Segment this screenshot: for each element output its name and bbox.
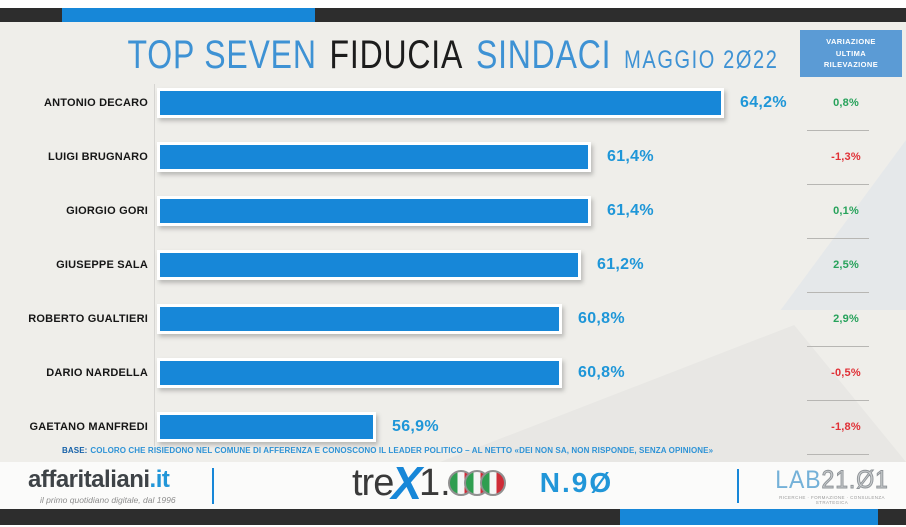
category-label: DARIO NARDELLA: [46, 367, 148, 379]
variation-divider: [807, 400, 869, 401]
variation-value: -1,8%: [831, 421, 861, 433]
variation-divider: [807, 454, 869, 455]
bar: [157, 88, 724, 118]
lab2101-prefix: LAB: [775, 466, 822, 494]
italy-flag-circle-icon: [479, 470, 506, 496]
trex-x-letter: X: [391, 457, 423, 509]
title-top-seven: TOP SEVEN: [127, 33, 317, 77]
lab2101-wordmark: LAB21.Ø1: [771, 466, 892, 494]
category-label: GIORGIO GORI: [66, 205, 148, 217]
variation-column-header: VARIAZIONE ULTIMA RILEVAZIONE: [800, 30, 902, 77]
title-date: MAGGIO 2Ø22: [624, 46, 779, 74]
footer-divider: [212, 468, 214, 504]
bottom-brand-bar-accent: [620, 509, 878, 525]
affaritaliani-tagline: il primo quotidiano digitale, dal 1996: [40, 495, 176, 505]
value-label: 61,2%: [597, 256, 644, 273]
top-brand-bar-accent: [62, 8, 315, 22]
trex1000-logo: tre X 1. N.9Ø: [352, 457, 614, 509]
variation-value: -0,5%: [831, 367, 861, 379]
affaritaliani-name: affaritaliani: [28, 466, 150, 493]
variation-divider: [807, 346, 869, 347]
chart-axis-line: [154, 84, 155, 446]
category-label: GIUSEPPE SALA: [56, 259, 148, 271]
affaritaliani-logo: affaritaliani.it il primo quotidiano dig…: [28, 468, 176, 506]
lab2101-logo: LAB21.Ø1 RICERCHE · FORMAZIONE · CONSULE…: [766, 466, 898, 505]
bar: [157, 304, 562, 334]
category-label: GAETANO MANFREDI: [29, 421, 148, 433]
footnote-prefix: BASE:: [62, 446, 88, 455]
category-label: LUIGI BRUGNARO: [48, 151, 148, 163]
trex-tre-text: tre: [352, 462, 394, 504]
lab2101-tagline: RICERCHE · FORMAZIONE · CONSULENZA STRAT…: [779, 495, 885, 505]
variation-divider: [807, 130, 869, 131]
value-label: 60,8%: [578, 310, 625, 327]
footnote-text: COLORO CHE RISIEDONO NEL COMUNE DI AFFER…: [90, 446, 714, 455]
value-label: 60,8%: [578, 364, 625, 381]
footnote: BASE: COLORO CHE RISIEDONO NEL COMUNE DI …: [62, 446, 713, 455]
issue-number: N.9Ø: [539, 467, 614, 498]
bar: [157, 250, 581, 280]
variation-value: -1,3%: [831, 151, 861, 163]
variation-value: 2,5%: [833, 259, 859, 271]
bar: [157, 196, 591, 226]
bar: [157, 358, 562, 388]
value-label: 61,4%: [607, 148, 654, 165]
affaritaliani-tld: .it: [149, 466, 170, 493]
lab2101-suffix: 21.Ø1: [821, 466, 889, 494]
variation-divider: [807, 184, 869, 185]
value-label: 56,9%: [392, 418, 439, 435]
title-fiducia: FIDUCIA: [329, 33, 464, 77]
affaritaliani-wordmark: affaritaliani.it: [28, 468, 176, 492]
bar: [157, 412, 376, 442]
trex-one-text: 1.: [419, 462, 451, 504]
title-sindaci: SINDACI: [475, 33, 612, 77]
value-label: 61,4%: [607, 202, 654, 219]
variation-value: 0,1%: [833, 205, 859, 217]
variation-value: 0,8%: [833, 97, 859, 109]
category-label: ANTONIO DECARO: [43, 97, 148, 109]
variation-divider: [807, 238, 869, 239]
bar: [157, 142, 591, 172]
category-label: ROBERTO GUALTIERI: [28, 313, 148, 325]
page-title: TOP SEVEN FIDUCIA SINDACI MAGGIO 2Ø22: [91, 33, 816, 78]
footer-divider: [737, 469, 739, 503]
value-label: 64,2%: [740, 94, 787, 111]
variation-divider: [807, 292, 869, 293]
variation-value: 2,9%: [833, 313, 859, 325]
